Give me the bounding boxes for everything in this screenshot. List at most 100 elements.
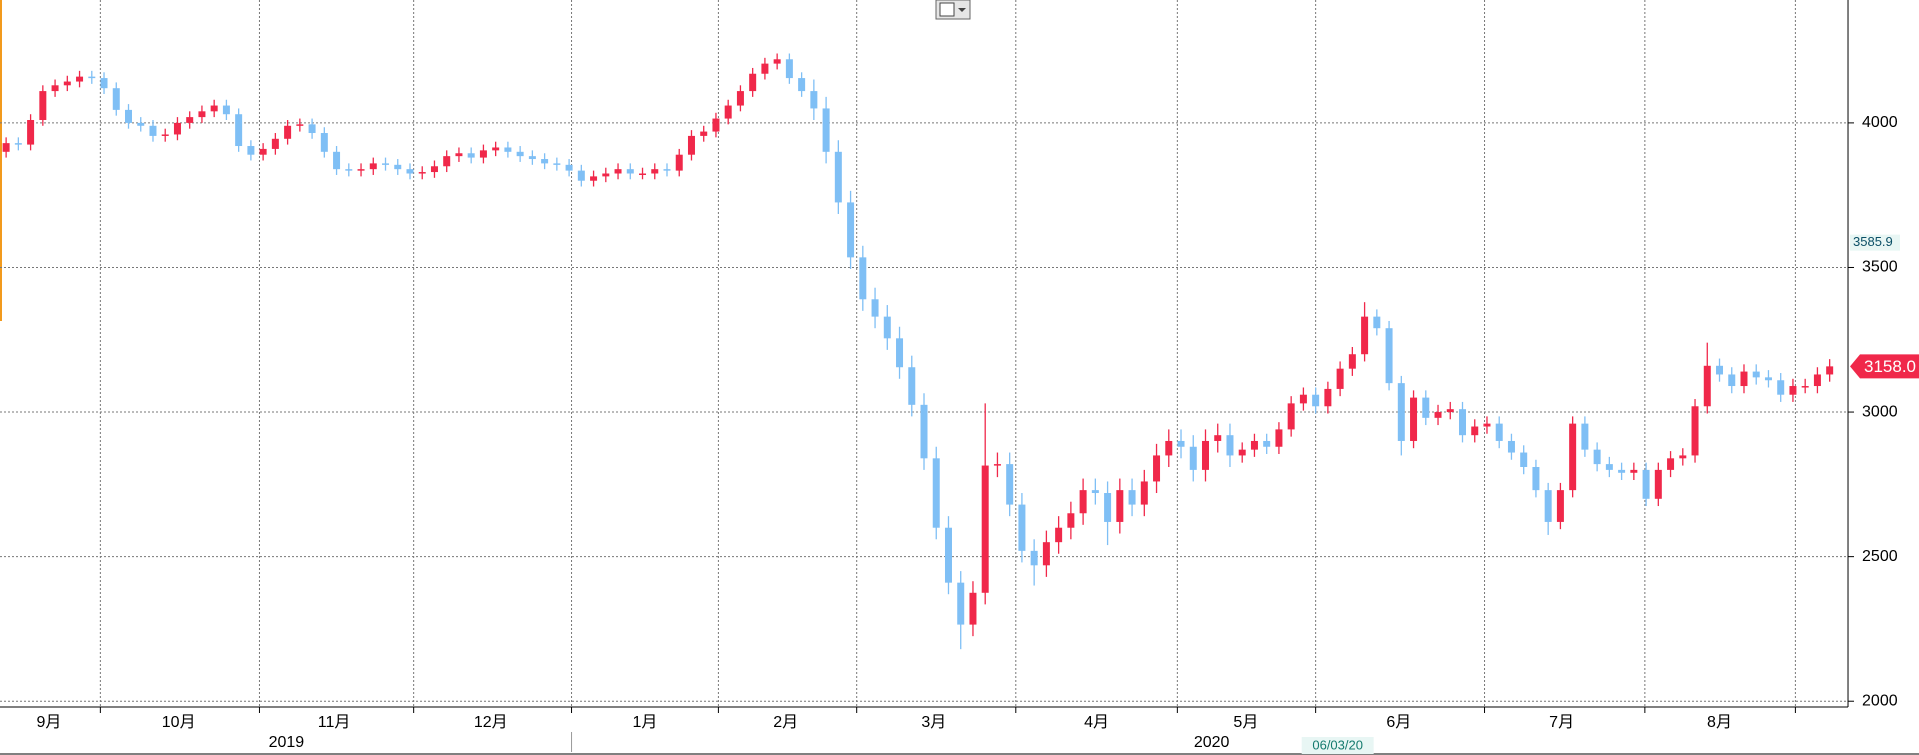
candle-body xyxy=(565,164,573,171)
candle-body xyxy=(785,59,793,79)
candle-body xyxy=(553,163,561,165)
candle-body xyxy=(100,78,108,89)
candle-body xyxy=(1679,455,1687,459)
candle-body xyxy=(1263,440,1271,447)
candle-body xyxy=(1165,440,1173,456)
candle-body xyxy=(749,73,757,92)
candle-body xyxy=(1593,449,1601,465)
candle-body xyxy=(1532,466,1540,491)
price-marker-label: 3585.9 xyxy=(1853,234,1893,249)
candle-body xyxy=(137,122,145,126)
candle-body xyxy=(1042,542,1050,566)
candle-body xyxy=(51,85,59,92)
candle-body xyxy=(76,76,84,82)
last-price-label: 3158.0 xyxy=(1864,357,1916,376)
candle-body xyxy=(1422,397,1430,418)
candle-body xyxy=(847,202,855,258)
candle-body xyxy=(541,159,549,164)
candle-body xyxy=(969,592,977,625)
candle-body xyxy=(1716,365,1724,375)
candle-body xyxy=(1226,435,1234,456)
candle-body xyxy=(528,156,536,160)
candle-body xyxy=(590,176,598,181)
candle-body xyxy=(1654,469,1662,499)
candle-body xyxy=(1348,354,1356,369)
candle-body xyxy=(626,169,634,174)
candle-body xyxy=(492,147,500,151)
candle-body xyxy=(957,582,965,625)
candle-body xyxy=(883,316,891,339)
candle-body xyxy=(1140,481,1148,505)
candle-body xyxy=(1324,388,1332,407)
candle-body xyxy=(651,169,659,174)
candle-body xyxy=(161,134,169,136)
candle-body xyxy=(736,91,744,106)
candle-body xyxy=(394,164,402,170)
candle-body xyxy=(1397,383,1405,441)
x-tick-label: 8月 xyxy=(1707,714,1732,731)
candle-body xyxy=(430,166,438,173)
candle-body xyxy=(1507,440,1515,453)
candle-body xyxy=(173,122,181,135)
candle-body xyxy=(88,76,96,79)
candle-body xyxy=(1287,403,1295,430)
candle-body xyxy=(1605,464,1613,470)
candle-body xyxy=(859,257,867,300)
candle-body xyxy=(1275,429,1283,447)
candle-body xyxy=(834,151,842,203)
candle-body xyxy=(1312,394,1320,407)
candle-body xyxy=(1006,464,1014,505)
candle-body xyxy=(1789,386,1797,395)
candle-body xyxy=(810,91,818,109)
x-tick-label: 3月 xyxy=(921,714,946,731)
candle-body xyxy=(1520,452,1528,467)
x-tick-label: 1月 xyxy=(633,714,658,731)
candle-body xyxy=(1104,493,1112,522)
candle-body xyxy=(516,151,524,157)
candle-body xyxy=(663,169,671,171)
y-tick-label: 2000 xyxy=(1862,692,1898,709)
candle-body xyxy=(1483,423,1491,427)
x-tick-label: 2月 xyxy=(773,714,798,731)
x-tick-label: 10月 xyxy=(162,714,196,731)
candle-body xyxy=(1410,397,1418,441)
candle-body xyxy=(1336,368,1344,389)
candle-body xyxy=(125,109,133,123)
candle-body xyxy=(1471,426,1479,436)
candle-body xyxy=(1361,316,1369,355)
cursor-date-box xyxy=(1301,737,1374,754)
candle-body xyxy=(724,105,732,119)
candle-body xyxy=(63,81,71,86)
candle-body xyxy=(333,151,341,170)
candle-body xyxy=(773,59,781,64)
chart-type-button[interactable] xyxy=(935,0,971,20)
candle-body xyxy=(761,63,769,74)
candle-body xyxy=(932,458,940,528)
candle-body xyxy=(1153,455,1161,482)
candle-body xyxy=(27,120,35,145)
candle-body xyxy=(908,367,916,405)
candle-body xyxy=(1764,377,1772,381)
candle-body xyxy=(271,138,279,149)
candle-body xyxy=(14,143,22,145)
candle-body xyxy=(1116,490,1124,522)
candle-body xyxy=(467,153,475,158)
candle-body xyxy=(1434,412,1442,418)
candle-body xyxy=(639,173,647,175)
button-icon xyxy=(939,2,955,17)
candle-body xyxy=(2,143,10,152)
x-tick-label: 5月 xyxy=(1233,714,1258,731)
candle-body xyxy=(406,169,414,174)
candle-body xyxy=(1299,394,1307,404)
candle-body xyxy=(1250,440,1258,450)
candle-body xyxy=(210,105,218,112)
candle-body xyxy=(871,299,879,317)
year-label: 2019 xyxy=(269,734,305,751)
candle-body xyxy=(235,114,243,147)
candle-body xyxy=(1728,374,1736,387)
candle-body xyxy=(149,125,157,136)
candle-body xyxy=(1373,316,1381,329)
candle-body xyxy=(1667,458,1675,470)
candle-body xyxy=(675,154,683,171)
